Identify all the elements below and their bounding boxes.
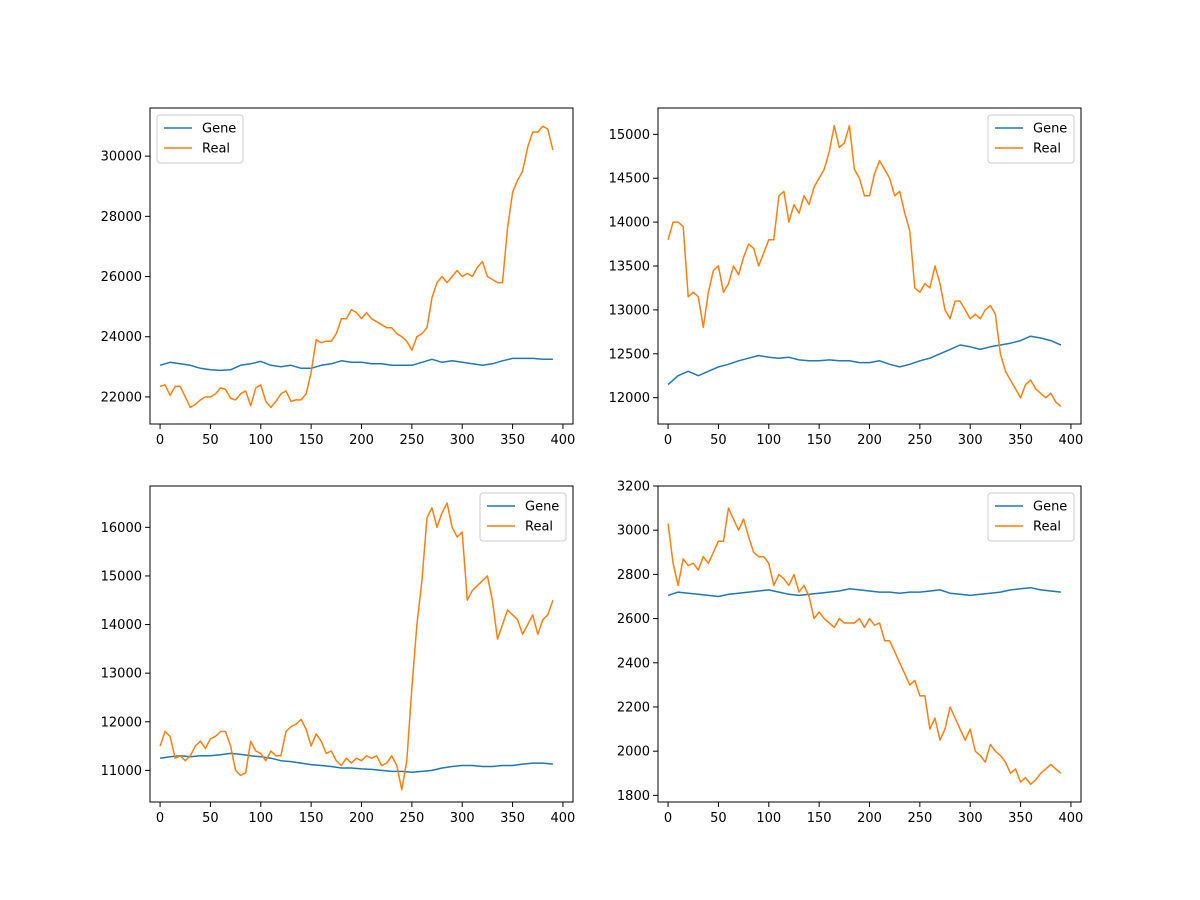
y-tick-label: 2400 [617,656,650,671]
x-tick-label: 0 [664,811,672,826]
x-tick-label: 100 [248,811,273,826]
legend: Gene Real [479,492,567,542]
x-tick-label: 50 [202,433,219,448]
y-tick-label: 12500 [609,347,650,362]
y-tick-label: 2200 [617,700,650,715]
x-tick-label: 100 [248,433,273,448]
legend-box [987,492,1075,542]
legend-label-gene: Gene [1033,122,1067,137]
x-tick-label: 200 [349,433,374,448]
series-line-gene [667,586,1061,598]
y-tick-label: 2000 [617,745,650,760]
x-tick-label: 350 [1008,433,1033,448]
series-line-gene [667,335,1062,386]
x-tick-label: 150 [807,811,832,826]
y-tick-label: 28000 [101,210,142,225]
y-tick-label: 13000 [101,667,142,682]
series-line-real [159,502,554,791]
y-tick-label: 24000 [101,330,142,345]
x-tick-label: 150 [299,811,324,826]
x-tick-label: 350 [500,433,525,448]
x-tick-label: 400 [1059,433,1084,448]
legend-label-real: Real [1033,520,1061,535]
x-tick-label: 250 [907,433,932,448]
x-tick-label: 150 [807,433,832,448]
x-tick-label: 250 [907,811,932,826]
x-tick-label: 50 [710,811,727,826]
x-tick-label: 400 [551,433,576,448]
y-tick-label: 22000 [101,390,142,405]
y-tick-label: 13000 [609,303,650,318]
legend-box [479,492,567,542]
x-tick-label: 300 [450,433,475,448]
series-line-real [667,507,1062,786]
legend: Gene Real [987,492,1075,542]
y-tick-label: 2800 [617,568,650,583]
x-tick-label: 300 [958,433,983,448]
legend-label-real: Real [202,142,230,157]
y-tick-label: 1800 [617,789,650,804]
legend-label-gene: Gene [202,122,236,137]
legend-label-gene: Gene [1033,500,1067,515]
x-tick-label: 300 [958,811,983,826]
legend: Gene Real [156,114,244,164]
legend-box [156,114,244,164]
x-tick-label: 250 [399,811,424,826]
x-tick-label: 50 [710,433,727,448]
chart-panel-2: 0 50 100 150 200 250 300 350 400 12000 12500 13000 1… [609,107,1084,448]
series-line-real [159,125,554,409]
x-tick-label: 100 [756,433,781,448]
y-tick-label: 14500 [609,172,650,187]
y-tick-label: 15000 [609,128,650,143]
x-tick-label: 0 [156,433,164,448]
series-line-real [667,124,1062,407]
x-tick-label: 350 [500,811,525,826]
x-tick-label: 150 [299,433,324,448]
y-tick-label: 3200 [617,480,650,495]
x-tick-label: 100 [756,811,781,826]
x-tick-label: 300 [450,811,475,826]
series-line-gene [159,357,553,372]
y-tick-label: 3000 [617,524,650,539]
y-tick-label: 16000 [101,521,142,536]
y-tick-label: 12000 [101,715,142,730]
y-tick-label: 2600 [617,612,650,627]
x-tick-label: 350 [1008,811,1033,826]
x-tick-label: 50 [202,811,219,826]
y-tick-label: 15000 [101,569,142,584]
legend-label-gene: Gene [525,500,559,515]
legend-box [987,114,1075,164]
x-tick-label: 200 [349,811,374,826]
chart-panel-4: 0 50 100 150 200 250 300 350 400 1800 2000 2200 2400… [617,480,1083,827]
y-tick-label: 14000 [101,618,142,633]
y-tick-label: 13500 [609,260,650,275]
x-tick-label: 0 [156,811,164,826]
x-tick-label: 200 [857,433,882,448]
chart-panel-3: 0 50 100 150 200 250 300 350 400 11000 12000 13000 1… [101,485,576,826]
legend-label-real: Real [525,520,553,535]
y-tick-label: 14000 [609,216,650,231]
x-tick-label: 400 [551,811,576,826]
y-tick-label: 12000 [609,391,650,406]
chart-panel-1: 0 50 100 150 200 250 300 350 400 22000 24000 26000 2… [101,107,576,448]
legend: Gene Real [987,114,1075,164]
x-tick-label: 0 [664,433,672,448]
y-tick-label: 11000 [101,764,142,779]
series-line-gene [159,752,553,774]
legend-label-real: Real [1033,142,1061,157]
x-tick-label: 200 [857,811,882,826]
x-tick-label: 400 [1059,811,1084,826]
y-tick-label: 26000 [101,270,142,285]
x-tick-label: 250 [399,433,424,448]
y-tick-label: 30000 [101,150,142,165]
